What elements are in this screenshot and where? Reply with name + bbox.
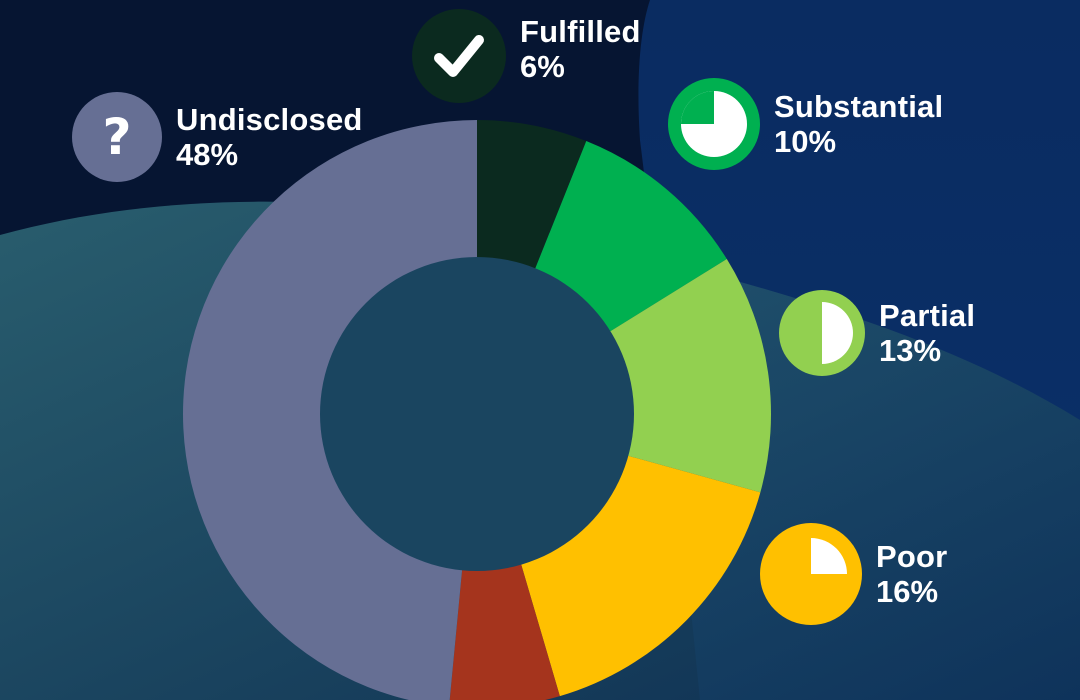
poor-badge bbox=[760, 523, 862, 625]
quarter-pie-icon bbox=[811, 538, 847, 574]
callout-partial: Partial 13% bbox=[779, 290, 975, 376]
partial-label: Partial bbox=[879, 297, 976, 333]
callout-fulfilled: Fulfilled 6% bbox=[412, 9, 641, 103]
substantial-value: 10% bbox=[774, 124, 837, 159]
fulfilled-value: 6% bbox=[520, 49, 565, 84]
undisclosed-value: 48% bbox=[176, 137, 239, 172]
partial-value: 13% bbox=[879, 333, 942, 368]
poor-label: Poor bbox=[876, 538, 948, 574]
half-pie-icon bbox=[822, 302, 853, 364]
fulfilled-badge bbox=[412, 9, 506, 103]
callout-undisclosed: ? Undisclosed 48% bbox=[72, 92, 363, 182]
undisclosed-badge: ? bbox=[72, 92, 162, 182]
callout-poor: Poor 16% bbox=[760, 523, 947, 625]
substantial-label: Substantial bbox=[774, 88, 944, 124]
partial-badge bbox=[779, 290, 865, 376]
checkmark-icon bbox=[434, 35, 484, 77]
substantial-badge bbox=[668, 78, 760, 170]
undisclosed-label: Undisclosed bbox=[176, 101, 363, 137]
donut-hole bbox=[320, 257, 634, 571]
question-mark-icon: ? bbox=[102, 108, 132, 166]
callout-substantial: Substantial 10% bbox=[668, 78, 943, 170]
poor-value: 16% bbox=[876, 574, 939, 609]
three-quarter-pie-icon bbox=[681, 91, 747, 157]
fulfilled-label: Fulfilled bbox=[520, 13, 641, 49]
